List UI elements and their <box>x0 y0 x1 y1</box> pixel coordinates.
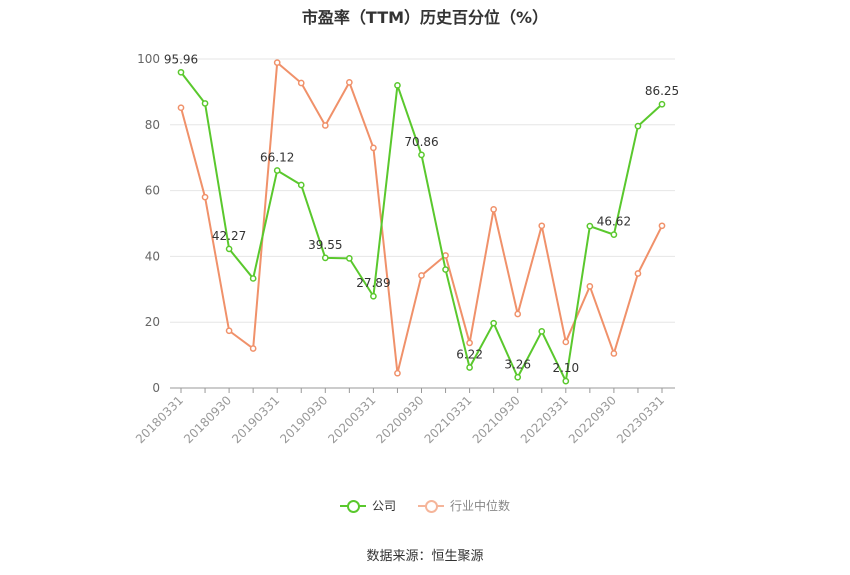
legend-item-industry-median[interactable]: 行业中位数 <box>418 497 510 514</box>
data-point <box>177 104 185 112</box>
data-point <box>249 275 257 282</box>
data-point <box>346 79 353 86</box>
x-tick-label: 20190331 <box>229 393 282 446</box>
x-tick-label: 20230331 <box>614 393 667 446</box>
legend-swatch-industry-median <box>418 499 444 513</box>
data-point <box>370 144 377 152</box>
grid-lines <box>170 58 675 323</box>
data-point <box>490 319 497 327</box>
legend-label-industry-median: 行业中位数 <box>450 499 511 513</box>
legend: 公司 行业中位数 <box>0 497 850 514</box>
series-lines <box>177 59 666 385</box>
y-tick-label: 80 <box>145 118 160 132</box>
data-label: 70.86 <box>404 135 438 149</box>
x-tick-label: 20220331 <box>518 393 571 446</box>
data-point <box>201 100 209 107</box>
y-tick-label: 100 <box>137 52 160 66</box>
y-tick-label: 20 <box>145 315 160 329</box>
data-point <box>273 59 281 66</box>
data-point <box>225 327 233 335</box>
data-source: 数据来源：恒生聚源 <box>366 549 484 564</box>
data-point <box>586 222 594 230</box>
legend-swatch-company <box>339 499 366 513</box>
data-point <box>658 222 666 230</box>
data-label: 95.96 <box>164 52 198 66</box>
data-point <box>418 272 425 279</box>
data-point <box>610 350 618 357</box>
x-tick-label: 20180930 <box>181 393 234 446</box>
data-label: 46.62 <box>597 215 631 229</box>
data-point <box>562 377 570 385</box>
chart-title: 市盈率（TTM）历史百分位（%） <box>301 8 549 27</box>
data-point <box>177 68 185 76</box>
data-point <box>658 100 666 108</box>
data-point <box>321 122 329 129</box>
y-tick-label: 0 <box>152 381 160 395</box>
data-label: 39.55 <box>308 238 342 252</box>
data-point <box>394 369 401 377</box>
data-point <box>538 328 546 335</box>
data-point <box>394 81 401 89</box>
data-point <box>370 292 377 300</box>
data-point <box>225 245 233 253</box>
data-point <box>634 270 642 277</box>
data-point <box>273 167 281 174</box>
data-point <box>297 79 305 87</box>
data-label: 42.27 <box>212 229 246 243</box>
data-point <box>514 310 522 318</box>
x-tick-label: 20180331 <box>133 393 186 446</box>
legend-item-company[interactable]: 公司 <box>339 497 396 514</box>
data-point <box>249 345 257 352</box>
x-tick-label: 20190930 <box>277 393 330 446</box>
data-point <box>418 151 425 159</box>
data-point <box>442 266 449 273</box>
legend-label-company: 公司 <box>371 499 396 513</box>
x-tick-label: 20220930 <box>566 393 619 446</box>
data-point <box>346 255 353 262</box>
data-point <box>610 231 618 238</box>
x-tick-label: 20210331 <box>422 393 475 446</box>
data-point <box>297 181 305 189</box>
data-label: 6.22 <box>456 348 483 362</box>
data-point <box>514 373 522 381</box>
y-tick-label: 40 <box>145 249 160 263</box>
series-line-1 <box>180 61 663 375</box>
data-point <box>321 254 329 262</box>
data-labels: 95.96 42.27 66.12 39.55 27.89 70.86 6.22 3.26 2.… <box>164 52 679 375</box>
x-tick-label: 20210930 <box>470 393 523 446</box>
x-tick-label: 20200331 <box>325 393 378 446</box>
y-tick-label: 60 <box>145 184 160 198</box>
data-point <box>466 339 473 347</box>
data-label: 2.10 <box>552 361 579 375</box>
data-point <box>201 193 209 201</box>
data-point <box>538 222 546 230</box>
data-point <box>634 122 642 130</box>
data-point <box>586 282 594 290</box>
data-label: 86.25 <box>645 84 679 98</box>
data-point <box>466 364 473 371</box>
data-point <box>490 206 497 213</box>
x-tick-label: 20200930 <box>374 393 427 446</box>
data-point <box>562 338 570 346</box>
data-label: 66.12 <box>260 150 294 164</box>
data-label: 27.89 <box>356 276 390 290</box>
data-label: 3.26 <box>504 357 531 371</box>
